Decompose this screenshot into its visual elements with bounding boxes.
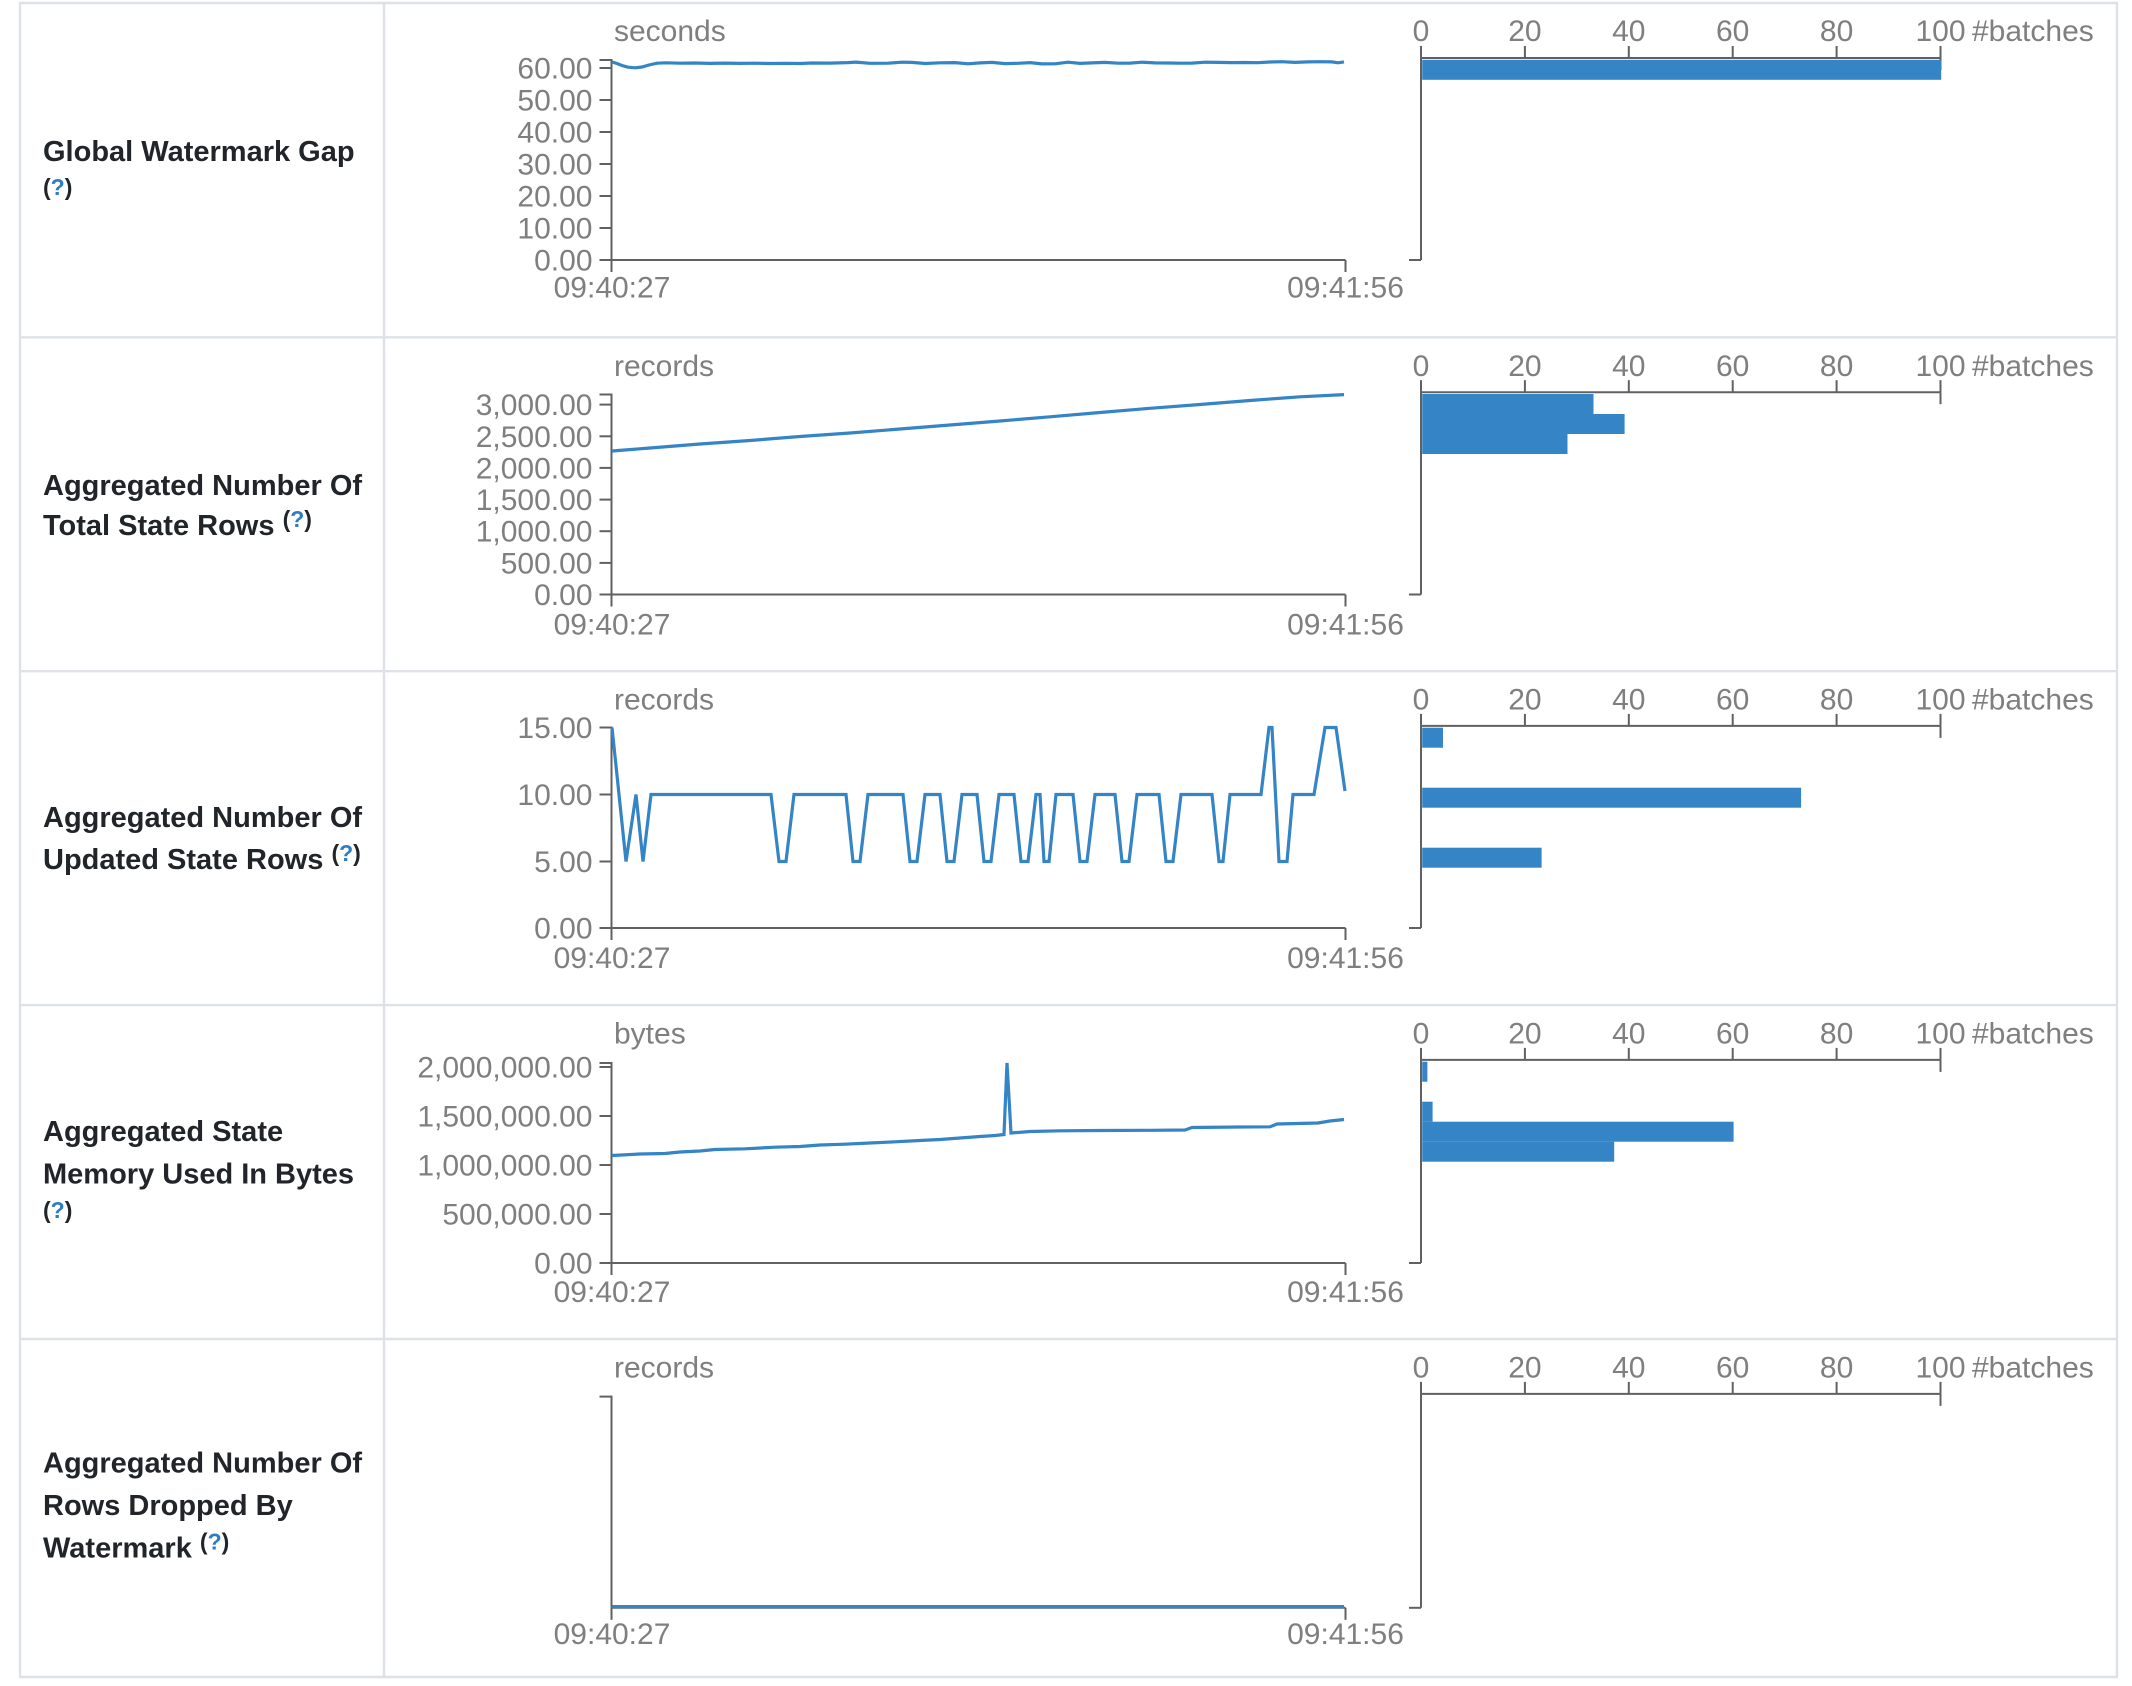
svg-text:0.00: 0.00	[534, 245, 592, 278]
svg-text:3,000.00: 3,000.00	[476, 389, 593, 422]
svg-text:Aggregated Number Of: Aggregated Number Of	[43, 470, 362, 502]
svg-text:100: 100	[1915, 1018, 1965, 1051]
svg-text:80: 80	[1820, 350, 1853, 383]
svg-text:1,000,000.00: 1,000,000.00	[417, 1150, 592, 1183]
svg-text:100: 100	[1915, 350, 1965, 383]
svg-text:40: 40	[1612, 1018, 1645, 1051]
svg-text:2,500.00: 2,500.00	[476, 421, 593, 454]
svg-text:#batches: #batches	[1972, 1352, 2094, 1385]
svg-text:1,500.00: 1,500.00	[476, 484, 593, 517]
svg-text:40.00: 40.00	[517, 117, 592, 150]
svg-text:100: 100	[1915, 1352, 1965, 1385]
svg-text:09:41:56: 09:41:56	[1287, 1618, 1404, 1651]
svg-text:records: records	[614, 684, 714, 717]
svg-text:20: 20	[1508, 1018, 1541, 1051]
svg-text:0: 0	[1413, 1018, 1430, 1051]
svg-text:20: 20	[1508, 350, 1541, 383]
svg-text:15.00: 15.00	[517, 712, 592, 745]
svg-text:09:40:27: 09:40:27	[554, 272, 671, 305]
svg-text:0.00: 0.00	[534, 579, 592, 612]
svg-text:60: 60	[1716, 1018, 1749, 1051]
svg-text:60: 60	[1716, 684, 1749, 717]
svg-text:Aggregated Number Of: Aggregated Number Of	[43, 802, 362, 834]
svg-text:80: 80	[1820, 1352, 1853, 1385]
svg-text:#batches: #batches	[1972, 15, 2094, 48]
svg-text:Total State Rows (?): Total State Rows (?)	[43, 506, 312, 542]
svg-text:500.00: 500.00	[501, 547, 593, 580]
svg-text:10.00: 10.00	[517, 779, 592, 812]
svg-text:40: 40	[1612, 15, 1645, 48]
svg-text:0: 0	[1413, 1352, 1430, 1385]
svg-text:60: 60	[1716, 15, 1749, 48]
svg-text:#batches: #batches	[1972, 1018, 2094, 1051]
svg-text:60.00: 60.00	[517, 53, 592, 86]
svg-text:Memory Used In Bytes: Memory Used In Bytes	[43, 1158, 354, 1190]
svg-text:Global Watermark Gap: Global Watermark Gap	[43, 136, 355, 168]
svg-text:80: 80	[1820, 684, 1853, 717]
svg-text:records: records	[614, 1352, 714, 1385]
svg-text:0: 0	[1413, 350, 1430, 383]
svg-text:09:40:27: 09:40:27	[554, 609, 671, 642]
svg-text:50.00: 50.00	[517, 85, 592, 118]
svg-text:0: 0	[1413, 15, 1430, 48]
svg-text:09:40:27: 09:40:27	[554, 1618, 671, 1651]
svg-text:Rows Dropped By: Rows Dropped By	[43, 1490, 293, 1522]
svg-text:09:41:56: 09:41:56	[1287, 1276, 1404, 1309]
svg-text:40: 40	[1612, 1352, 1645, 1385]
svg-text:09:41:56: 09:41:56	[1287, 942, 1404, 975]
svg-text:500,000.00: 500,000.00	[442, 1199, 592, 1232]
svg-text:Aggregated State: Aggregated State	[43, 1116, 283, 1148]
svg-text:30.00: 30.00	[517, 149, 592, 182]
svg-text:0: 0	[1413, 684, 1430, 717]
svg-text:records: records	[614, 350, 714, 383]
svg-text:40: 40	[1612, 350, 1645, 383]
svg-text:60: 60	[1716, 350, 1749, 383]
svg-text:bytes: bytes	[614, 1018, 686, 1051]
svg-text:(?): (?)	[43, 1197, 72, 1223]
svg-text:Aggregated Number Of: Aggregated Number Of	[43, 1448, 362, 1480]
svg-text:100: 100	[1915, 684, 1965, 717]
svg-text:20.00: 20.00	[517, 181, 592, 214]
svg-text:Updated State Rows (?): Updated State Rows (?)	[43, 840, 361, 876]
svg-text:80: 80	[1820, 1018, 1853, 1051]
svg-text:20: 20	[1508, 15, 1541, 48]
svg-text:20: 20	[1508, 684, 1541, 717]
svg-text:09:41:56: 09:41:56	[1287, 609, 1404, 642]
svg-text:0.00: 0.00	[534, 1248, 592, 1281]
svg-text:60: 60	[1716, 1352, 1749, 1385]
svg-text:seconds: seconds	[614, 15, 726, 48]
svg-text:1,500,000.00: 1,500,000.00	[417, 1101, 592, 1134]
svg-text:#batches: #batches	[1972, 350, 2094, 383]
svg-text:40: 40	[1612, 684, 1645, 717]
svg-text:1,000.00: 1,000.00	[476, 516, 593, 549]
svg-text:#batches: #batches	[1972, 684, 2094, 717]
svg-text:2,000,000.00: 2,000,000.00	[417, 1052, 592, 1085]
svg-text:100: 100	[1915, 15, 1965, 48]
svg-text:5.00: 5.00	[534, 846, 592, 879]
svg-text:20: 20	[1508, 1352, 1541, 1385]
svg-text:09:41:56: 09:41:56	[1287, 272, 1404, 305]
svg-text:(?): (?)	[43, 174, 72, 200]
svg-text:0.00: 0.00	[534, 913, 592, 946]
svg-text:Watermark (?): Watermark (?)	[43, 1529, 229, 1565]
svg-text:10.00: 10.00	[517, 213, 592, 246]
svg-text:2,000.00: 2,000.00	[476, 452, 593, 485]
svg-text:09:40:27: 09:40:27	[554, 1276, 671, 1309]
svg-text:09:40:27: 09:40:27	[554, 942, 671, 975]
svg-text:80: 80	[1820, 15, 1853, 48]
